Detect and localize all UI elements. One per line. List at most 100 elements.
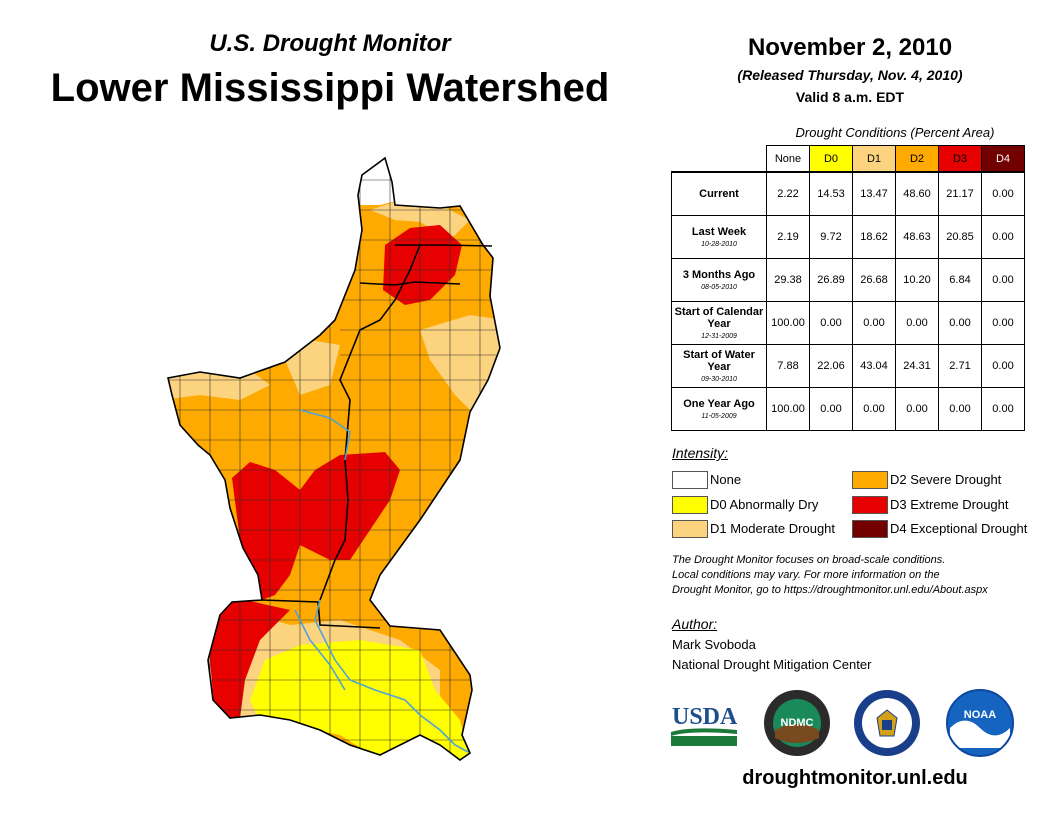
author-heading: Author: [672,616,718,632]
author-organization: National Drought Mitigation Center [672,657,872,672]
row-label-text: Current [699,188,739,200]
table-cell: 26.89 [809,258,853,302]
valid-date: November 2, 2010 [747,34,953,61]
table-cell: 0.00 [981,215,1025,259]
legend-label: D3 Extreme Drought [890,497,1009,512]
drought-conditions-table: None D0 D1 D2 D3 D4 Current 2.22 14.53 13.4… [671,145,1025,431]
usda-logo: USDA [671,704,737,746]
table-cell: 26.68 [852,258,896,302]
col-d0: D0 [809,145,853,173]
table-cell: 7.88 [766,344,810,388]
table-cell: 0.00 [938,301,982,345]
table-cell: 0.00 [809,301,853,345]
row-date: 08-05-2010 [701,283,737,291]
state-borders [261,244,493,629]
table-row: Current 2.22 14.53 13.47 48.60 21.17 0.00 [671,171,1025,216]
website-link[interactable]: droughtmonitor.unl.edu [742,767,968,789]
legend-swatch [672,496,708,514]
table-caption: Drought Conditions (Percent Area) [795,125,995,140]
legend-swatch [852,520,888,538]
d1-region-mid [285,340,340,395]
row-label: 3 Months Ago 08-05-2010 [671,258,767,302]
legend-label: D4 Exceptional Drought [890,521,1028,536]
row-label-text: 3 Months Ago [682,268,756,281]
row-label: One Year Ago 11-05-2009 [671,387,767,431]
row-date: 09-30-2010 [701,375,737,383]
table-cell: 29.38 [766,258,810,302]
table-cell: 48.60 [895,171,939,216]
row-date: 12-31-2009 [701,332,737,340]
ndmc-logo-text: NDMC [781,717,814,729]
legend-swatch [852,496,888,514]
table-cell: 0.00 [981,387,1025,431]
table-cell: 6.84 [938,258,982,302]
table-cell: 0.00 [895,301,939,345]
table-cell: 48.63 [895,215,939,259]
table-cell: 20.85 [938,215,982,259]
row-label: Start of Water Year 09-30-2010 [671,344,767,388]
table-cell: 13.47 [852,171,896,216]
table-cell: 24.31 [895,344,939,388]
commerce-seal [854,690,920,756]
table-row: 3 Months Ago 08-05-2010 29.38 26.89 26.68 10.… [671,258,1025,302]
row-date: 10-28-2010 [701,240,737,248]
usda-logo-text: USDA [672,704,737,730]
col-none: None [766,145,810,173]
legend-title: Intensity: [672,445,729,461]
table-cell: 0.00 [852,301,896,345]
drought-map [167,157,501,761]
noaa-logo-text: NOAA [964,709,996,721]
table-cell: 0.00 [852,387,896,431]
legend-label: None [710,472,742,487]
legend-swatch [852,471,888,489]
rivers [294,409,469,753]
table-cell: 0.00 [981,258,1025,302]
map-subtitle: U.S. Drought Monitor [209,30,451,57]
table-cell: 43.04 [852,344,896,388]
row-date: 11-05-2009 [701,412,737,420]
legend-swatch [672,520,708,538]
author-name: Mark Svoboda [672,637,756,652]
table-row: Last Week 10-28-2010 2.19 9.72 18.62 48.63 20.… [671,215,1025,259]
table-cell: 2.19 [766,215,810,259]
row-label: Last Week 10-28-2010 [671,215,767,259]
table-cell: 0.00 [981,171,1025,216]
table-cell: 10.20 [895,258,939,302]
noaa-logo: NOAA [946,689,1014,757]
table-header-row: None D0 D1 D2 D3 D4 [672,145,1025,173]
table-cell: 2.22 [766,171,810,216]
table-cell: 0.00 [895,387,939,431]
ndmc-logo: NDMC [764,690,830,756]
legend-label: D0 Abnormally Dry [710,497,819,512]
table-cell: 21.17 [938,171,982,216]
table-row: Start of Calendar Year 12-31-2009 100.00 0.… [671,301,1025,345]
table-cell: 0.00 [809,387,853,431]
table-row: Start of Water Year 09-30-2010 7.88 22.06 43… [671,344,1025,388]
table-cell: 14.53 [809,171,853,216]
table-cell: 100.00 [766,301,810,345]
d3-region-central [232,452,400,600]
release-date: (Released Thursday, Nov. 4, 2010) [737,67,963,83]
row-label-text: Last Week [691,225,747,238]
table-corner [672,146,767,173]
table-cell: 18.62 [852,215,896,259]
table-cell: 22.06 [809,344,853,388]
col-d3: D3 [938,145,982,173]
map-title: Lower Mississippi Watershed [50,66,610,110]
note-line: Drought Monitor, go to https://droughtmo… [672,584,988,596]
table-cell: 0.00 [981,344,1025,388]
row-label-text: Start of Water Year [683,348,755,373]
row-label: Start of Calendar Year 12-31-2009 [671,301,767,345]
table-cell: 9.72 [809,215,853,259]
table-cell: 0.00 [981,301,1025,345]
row-label-text: One Year Ago [683,397,755,410]
legend-label: D2 Severe Drought [890,472,1002,487]
table-row: One Year Ago 11-05-2009 100.00 0.00 0.00 0.00… [671,387,1025,431]
note-line: The Drought Monitor focuses on broad-sca… [672,554,946,566]
table-cell: 0.00 [938,387,982,431]
row-label: Current [671,171,767,216]
legend-label: D1 Moderate Drought [710,521,836,536]
valid-time: Valid 8 a.m. EDT [795,89,905,105]
col-d1: D1 [852,145,896,173]
table-cell: 2.71 [938,344,982,388]
